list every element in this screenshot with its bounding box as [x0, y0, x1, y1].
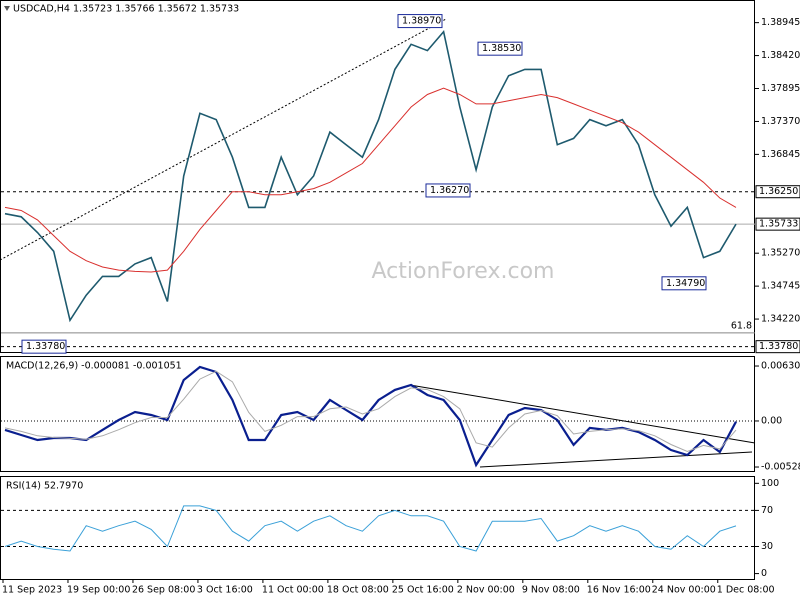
x-tick-label: 16 Nov 16:00 — [587, 585, 651, 596]
series-line — [4, 365, 737, 468]
level-label: 1.36250 — [759, 186, 798, 197]
rsi-panel — [0, 476, 755, 580]
y-tick-label: 1.36845 — [761, 149, 800, 160]
level-label: 1.35733 — [759, 219, 798, 230]
level-label-box — [755, 340, 800, 354]
x-tick-label: 9 Nov 08:00 — [522, 585, 580, 596]
series-line — [4, 370, 737, 453]
x-tick-label: 3 Oct 16:00 — [197, 585, 253, 596]
rsi-title: RSI(14) 52.7970 — [6, 481, 83, 492]
macd-panel — [0, 356, 755, 472]
y-tick-label: 100 — [761, 478, 779, 489]
annotation-label: 1.38970 — [402, 16, 441, 27]
y-tick-label: 1.38945 — [761, 17, 800, 28]
y-tick-label: 30 — [761, 541, 773, 552]
y-tick-label: 1.37895 — [761, 83, 800, 94]
annotation-label: 1.36270 — [430, 185, 469, 196]
y-tick-label: 0 — [761, 568, 767, 579]
y-tick-label: 0.006305 — [761, 361, 800, 372]
price-panel — [0, 0, 755, 353]
x-tick-label: 11 Oct 00:00 — [262, 585, 324, 596]
y-tick-label: 1.34745 — [761, 281, 800, 292]
annotation-box — [21, 339, 67, 354]
series-line — [4, 87, 737, 273]
annotation-label: 1.38530 — [482, 43, 521, 54]
x-tick-label: 11 Sep 2023 — [2, 585, 62, 596]
x-tick-label: 25 Oct 16:00 — [392, 585, 454, 596]
y-tick-label: 70 — [761, 505, 773, 516]
chart-title: USDCAD,H4 1.35723 1.35766 1.35672 1.3573… — [13, 4, 239, 15]
x-tick-label: 1 Dec 08:00 — [717, 585, 775, 596]
y-tick-label: 0.00 — [761, 415, 782, 426]
annotation-box — [661, 276, 707, 291]
x-tick-label: 18 Oct 08:00 — [327, 585, 389, 596]
annotation-box — [477, 41, 523, 56]
trend-line — [0, 18, 447, 261]
x-tick-label: 2 Nov 00:00 — [457, 585, 515, 596]
y-tick-label: 1.37370 — [761, 116, 800, 127]
level-label-box — [755, 217, 800, 231]
y-tick-label: 1.34220 — [761, 314, 800, 325]
annotation-label: 1.34790 — [666, 278, 705, 289]
icon — [4, 6, 10, 11]
y-tick-label: 1.38420 — [761, 50, 800, 61]
level-label-box — [755, 185, 800, 199]
macd-trend-line — [479, 451, 753, 468]
fib-label: 61.8 — [731, 320, 752, 331]
annotation-label: 1.33780 — [26, 341, 65, 352]
macd-trend-line — [409, 384, 756, 444]
series-line — [4, 29, 737, 323]
macd-title: MACD(12,26,9) -0.000081 -0.001051 — [6, 361, 182, 372]
x-tick-label: 26 Sep 08:00 — [132, 585, 195, 596]
level-label: 1.33780 — [759, 341, 798, 352]
x-tick-label: 19 Sep 00:00 — [67, 585, 130, 596]
series-line — [4, 505, 737, 552]
x-tick-label: 24 Nov 00:00 — [652, 585, 716, 596]
y-tick-label: 1.35270 — [761, 248, 800, 259]
annotation-box — [397, 14, 443, 29]
watermark: ActionForex.com — [372, 259, 555, 284]
y-tick-label: -0.005283 — [761, 462, 800, 473]
annotation-box — [425, 183, 471, 198]
